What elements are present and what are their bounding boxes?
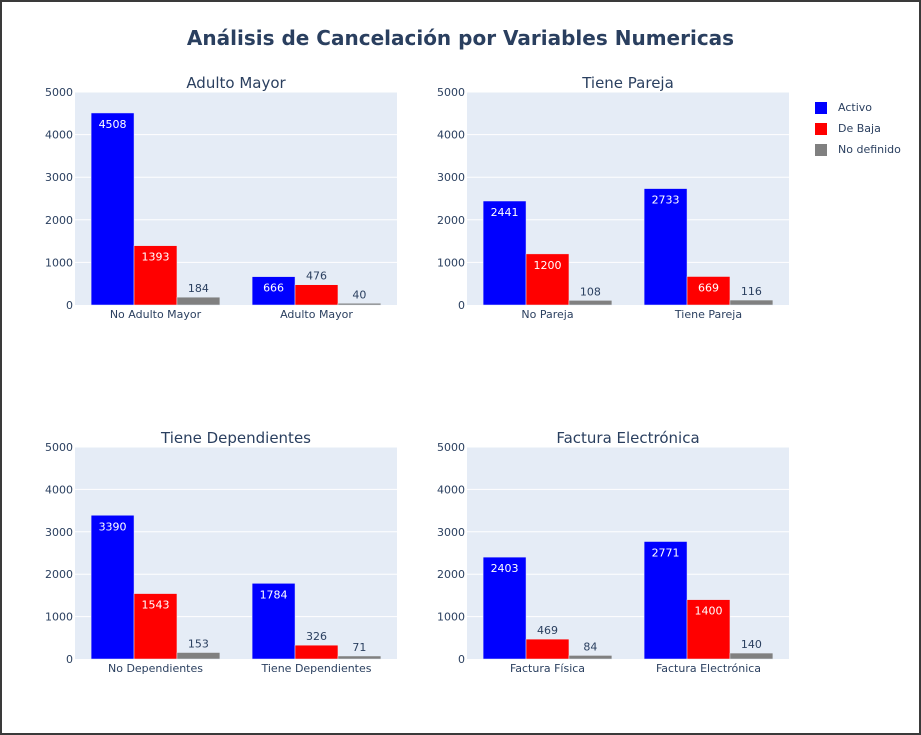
bar-no-definido <box>337 655 382 660</box>
y-tick-label: 0 <box>458 653 465 666</box>
bar-activo <box>251 583 296 660</box>
y-tick-label: 1000 <box>45 611 73 624</box>
y-tick-label: 0 <box>66 299 73 312</box>
data-label: 1543 <box>142 599 170 612</box>
y-tick-label: 5000 <box>437 86 465 99</box>
bar-activo <box>90 515 135 660</box>
bar-de-baja <box>294 644 339 660</box>
legend-item-de-baja[interactable]: De Baja <box>815 118 901 139</box>
bar-de-baja <box>294 284 339 306</box>
data-label: 326 <box>306 630 327 643</box>
data-label: 3390 <box>99 520 127 533</box>
legend-label-activo: Activo <box>838 101 872 114</box>
bar-de-baja <box>133 245 178 306</box>
legend-swatch-activo <box>815 101 827 114</box>
y-tick-label: 4000 <box>45 483 73 496</box>
data-label: 153 <box>188 638 209 651</box>
bar-de-baja <box>686 276 731 306</box>
data-label: 2733 <box>652 194 680 207</box>
y-tick-label: 3000 <box>437 171 465 184</box>
y-tick-label: 2000 <box>437 214 465 227</box>
data-label: 184 <box>188 282 209 295</box>
subplot-title: Factura Electrónica <box>556 429 699 447</box>
x-tick-label: Adulto Mayor <box>280 308 353 321</box>
data-label: 666 <box>263 282 284 295</box>
bar-activo <box>482 200 527 306</box>
y-tick-label: 5000 <box>45 86 73 99</box>
data-label: 84 <box>583 640 597 653</box>
data-label: 476 <box>306 270 327 283</box>
subplot-factura-electronica: 0 1000 2000 3000 4000 5000 Factura Electrónica… <box>437 429 789 675</box>
data-label: 2403 <box>491 562 519 575</box>
y-tick-label: 0 <box>458 299 465 312</box>
bar-de-baja <box>686 599 731 660</box>
bar-no-definido <box>568 300 613 306</box>
data-label: 116 <box>741 285 762 298</box>
data-label: 1784 <box>260 588 288 601</box>
data-label: 1400 <box>695 605 723 618</box>
bar-activo <box>90 112 135 306</box>
x-tick-label: Tiene Dependientes <box>261 662 372 675</box>
y-tick-label: 3000 <box>45 526 73 539</box>
x-tick-label: No Dependientes <box>108 662 203 675</box>
bar-no-definido <box>568 655 613 660</box>
legend-swatch-de-baja <box>815 122 827 135</box>
bar-no-definido <box>337 303 382 306</box>
data-label: 108 <box>580 285 601 298</box>
y-tick-label: 5000 <box>45 441 73 454</box>
bar-no-definido <box>176 652 221 660</box>
data-label: 140 <box>741 638 762 651</box>
data-label: 4508 <box>99 118 127 131</box>
y-tick-label: 1000 <box>45 256 73 269</box>
legend-item-activo[interactable]: Activo <box>815 97 901 118</box>
y-tick-label: 4000 <box>437 483 465 496</box>
data-label: 669 <box>698 282 719 295</box>
subplot-title: Tiene Pareja <box>581 74 674 92</box>
data-label: 71 <box>352 641 366 654</box>
y-tick-label: 4000 <box>437 129 465 142</box>
x-tick-label: Tiene Pareja <box>674 308 742 321</box>
legend: Activo De Baja No definido <box>815 97 901 160</box>
data-label: 1200 <box>534 259 562 272</box>
y-tick-label: 2000 <box>45 214 73 227</box>
x-tick-label: Factura Electrónica <box>656 662 761 675</box>
bar-no-definido <box>176 296 221 306</box>
legend-swatch-no-definido <box>815 143 827 156</box>
bar-activo <box>482 556 527 660</box>
subplot-tiene-dependientes: 0 1000 2000 3000 4000 5000 Tiene Dependientes 3… <box>45 429 397 675</box>
bar-de-baja <box>525 638 570 660</box>
bar-de-baja <box>525 253 570 306</box>
y-tick-label: 5000 <box>437 441 465 454</box>
x-tick-label: Factura Física <box>510 662 585 675</box>
y-tick-label: 4000 <box>45 129 73 142</box>
data-label: 2771 <box>652 547 680 560</box>
bar-activo <box>643 541 688 660</box>
y-tick-label: 1000 <box>437 256 465 269</box>
subplot-tiene-pareja: 0 1000 2000 3000 4000 5000 Tiene Pareja 2441 120… <box>437 74 789 321</box>
y-tick-label: 0 <box>66 653 73 666</box>
figure-title: Análisis de Cancelación por Variables Nu… <box>186 26 735 50</box>
data-label: 2441 <box>491 206 519 219</box>
subplot-title: Adulto Mayor <box>186 74 286 92</box>
data-label: 40 <box>352 288 366 301</box>
data-label: 1393 <box>142 251 170 264</box>
legend-label-no-definido: No definido <box>838 143 901 156</box>
legend-item-no-definido[interactable]: No definido <box>815 139 901 160</box>
y-tick-label: 2000 <box>437 568 465 581</box>
y-tick-label: 3000 <box>437 526 465 539</box>
bar-activo <box>643 188 688 306</box>
bar-no-definido <box>729 299 774 306</box>
y-tick-label: 3000 <box>45 171 73 184</box>
bar-de-baja <box>133 593 178 660</box>
data-label: 469 <box>537 624 558 637</box>
x-tick-label: No Adulto Mayor <box>110 308 202 321</box>
y-tick-label: 2000 <box>45 568 73 581</box>
x-tick-label: No Pareja <box>521 308 573 321</box>
y-tick-label: 1000 <box>437 611 465 624</box>
legend-label-de-baja: De Baja <box>838 122 881 135</box>
subplot-adulto-mayor: 0 1000 2000 3000 4000 5000 Adulto Mayor 4508 139… <box>45 74 397 321</box>
subplot-title: Tiene Dependientes <box>160 429 311 447</box>
bar-no-definido <box>729 652 774 660</box>
